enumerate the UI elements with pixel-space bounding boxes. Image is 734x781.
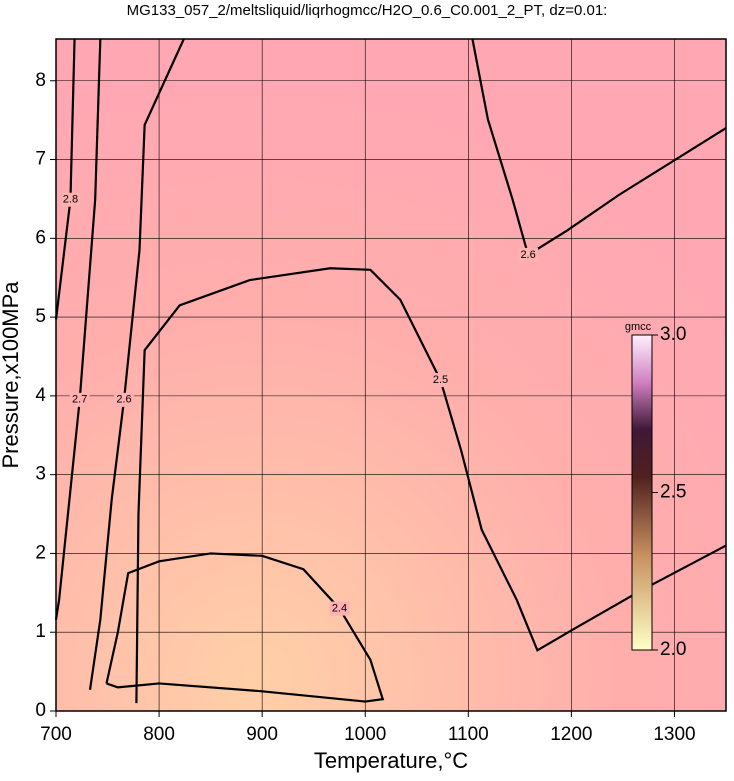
x-tick-label: 1100 — [448, 724, 489, 745]
colorbar-tick-label: 3.0 — [660, 324, 686, 345]
colorbar-label: gmcc — [625, 321, 652, 333]
x-tick-label: 1200 — [550, 724, 592, 745]
y-tick-label: 7 — [35, 149, 46, 170]
x-axis-label: Temperature,°C — [314, 748, 468, 773]
contour-label: 2.5 — [433, 374, 448, 386]
contour-label-bg — [430, 373, 451, 388]
contour-label-bg — [114, 392, 135, 407]
x-tick-label: 1000 — [344, 724, 386, 745]
contour-label: 2.8 — [63, 194, 78, 206]
x-tick-label: 700 — [40, 724, 72, 745]
y-tick-label: 3 — [35, 464, 46, 485]
contour-line — [135, 267, 727, 704]
contour-label: 2.7 — [72, 394, 87, 406]
y-tick-label: 1 — [35, 621, 46, 642]
y-tick-label: 4 — [35, 385, 46, 406]
colorbar — [631, 334, 653, 651]
y-axis-label: Pressure,x100MPa — [0, 281, 23, 469]
plot-frame — [55, 38, 727, 712]
x-tick-label: 900 — [246, 724, 278, 745]
contour-label-bg — [518, 247, 539, 262]
contour-label-bg — [60, 192, 81, 207]
chart-title: MG133_057_2/meltsliquid/liqrhogmcc/H2O_0… — [127, 2, 608, 19]
contour-label: 2.4 — [332, 602, 347, 614]
x-tick-label: 1300 — [653, 724, 695, 745]
contour-label: 2.6 — [116, 394, 131, 406]
colorbar-tick-label: 2.0 — [660, 639, 686, 660]
contour-label: 2.6 — [520, 249, 535, 261]
contour-label-bg — [69, 392, 90, 407]
y-tick-label: 0 — [35, 700, 46, 721]
colorbar-tick-label: 2.5 — [660, 482, 686, 503]
y-tick-label: 6 — [35, 227, 46, 248]
contour-label-bg — [329, 601, 350, 616]
y-tick-label: 5 — [35, 306, 46, 327]
plot-background — [56, 39, 726, 711]
x-tick-label: 800 — [143, 724, 175, 745]
y-tick-label: 8 — [35, 70, 46, 91]
y-tick-label: 2 — [35, 542, 46, 563]
